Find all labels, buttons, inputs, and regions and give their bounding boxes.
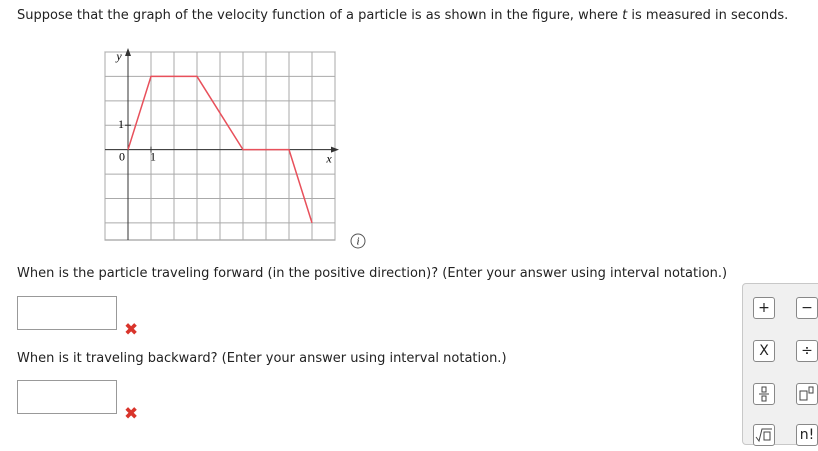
factorial-button[interactable]: n!	[796, 424, 818, 446]
divide-button[interactable]: ÷	[796, 340, 818, 362]
answer-input[interactable]	[17, 296, 117, 330]
question-text: is measured in seconds.	[627, 8, 789, 23]
info-icon[interactable]	[350, 233, 366, 249]
math-toolbar: + − X ÷ n!	[742, 283, 818, 446]
sqrt-icon	[755, 428, 772, 443]
times-button[interactable]: X	[753, 340, 775, 362]
wrong-icon: ✖	[124, 404, 139, 424]
fraction-button[interactable]	[753, 383, 775, 405]
velocity-line	[127, 75, 313, 224]
chart: x y 0 1 1 i	[104, 48, 366, 249]
power-icon	[799, 386, 814, 401]
x-tick-label: 1	[150, 149, 156, 163]
x-axis-label: x	[325, 151, 332, 165]
x-tick-label: 0	[119, 149, 125, 163]
y-tick-label: 1	[118, 117, 124, 131]
question-text: Suppose that the graph of the velocity f…	[17, 8, 623, 23]
question: Suppose that the graph of the velocity f…	[17, 8, 788, 23]
info-icon-glyph: i	[357, 236, 360, 247]
page: Suppose that the graph of the velocity f…	[17, 8, 818, 446]
prompt: When is the particle traveling forward (…	[17, 266, 728, 281]
sqrt-button[interactable]	[753, 424, 775, 446]
fraction-icon	[759, 386, 769, 402]
wrong-icon: ✖	[124, 320, 139, 340]
prompt: When is it traveling backward? (Enter yo…	[17, 351, 507, 366]
minus-button[interactable]: −	[796, 297, 818, 319]
y-axis-label: y	[115, 49, 122, 63]
y-axis-arrow	[125, 48, 131, 56]
answer-input[interactable]	[17, 380, 117, 414]
power-button[interactable]	[796, 383, 818, 405]
plus-button[interactable]: +	[753, 297, 775, 319]
x-axis-arrow	[331, 146, 339, 153]
question-variable: t	[622, 8, 628, 23]
